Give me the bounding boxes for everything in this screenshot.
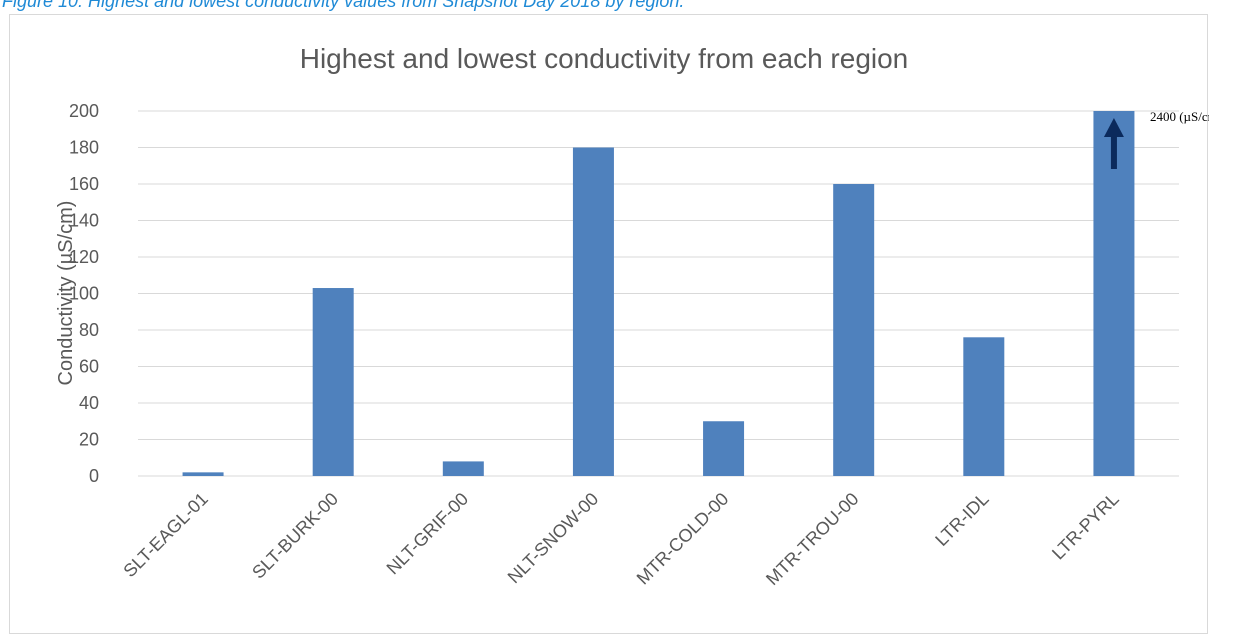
- gridlines: [138, 110, 1179, 477]
- arrow-head: [1103, 118, 1124, 137]
- bar: [703, 421, 745, 476]
- figure-caption: Figure 10: Highest and lowest conductivi…: [2, 0, 685, 11]
- y-tick-label: 120: [69, 247, 99, 267]
- bars: [182, 111, 1135, 476]
- bar: [1093, 111, 1135, 476]
- y-tick-label: 140: [69, 211, 99, 231]
- y-tick-label: 160: [69, 174, 99, 194]
- y-tick-label: 60: [79, 357, 99, 377]
- y-tick-label: 200: [69, 101, 99, 121]
- x-tick-label: MTR-TROU-00: [762, 489, 862, 589]
- annotations: 2400 (µS/cm): [1103, 109, 1209, 169]
- y-tick-label: 80: [79, 320, 99, 340]
- x-tick-label: NLT-SNOW-00: [504, 489, 603, 588]
- y-tick-label: 20: [79, 430, 99, 450]
- x-tick-label: LTR-PYRL: [1048, 489, 1123, 564]
- chart-frame: Highest and lowest conductivity from eac…: [9, 14, 1209, 634]
- bar: [572, 147, 614, 476]
- bar: [442, 461, 484, 476]
- chart-title: Highest and lowest conductivity from eac…: [300, 43, 909, 74]
- y-tick-label: 40: [79, 393, 99, 413]
- x-tick-label: LTR-IDL: [931, 489, 992, 550]
- x-tick-label: SLT-BURK-00: [248, 489, 342, 583]
- bar: [312, 288, 354, 476]
- x-tick-label: MTR-COLD-00: [633, 489, 733, 589]
- chart-svg: Highest and lowest conductivity from eac…: [55, 43, 1209, 589]
- y-tick-label: 100: [69, 284, 99, 304]
- arrow-shaft: [1110, 135, 1117, 169]
- x-tick-label: NLT-GRIF-00: [383, 489, 473, 579]
- y-axis-ticks: 0 20 40 60 80 100 120 140 160 180 200: [69, 101, 99, 486]
- bar: [833, 184, 875, 476]
- y-tick-label: 0: [89, 466, 99, 486]
- arrow-up-icon: [1103, 118, 1124, 169]
- x-tick-label: SLT-EAGL-01: [119, 489, 211, 581]
- y-tick-label: 180: [69, 138, 99, 158]
- bar: [182, 472, 224, 476]
- annotation-label: 2400 (µS/cm): [1150, 109, 1209, 124]
- y-axis-label: Conductivity (µS/cm): [55, 201, 77, 386]
- bar: [963, 337, 1005, 476]
- x-axis-ticks: SLT-EAGL-01 SLT-BURK-00 NLT-GRIF-00 NLT-SNO…: [119, 489, 1122, 589]
